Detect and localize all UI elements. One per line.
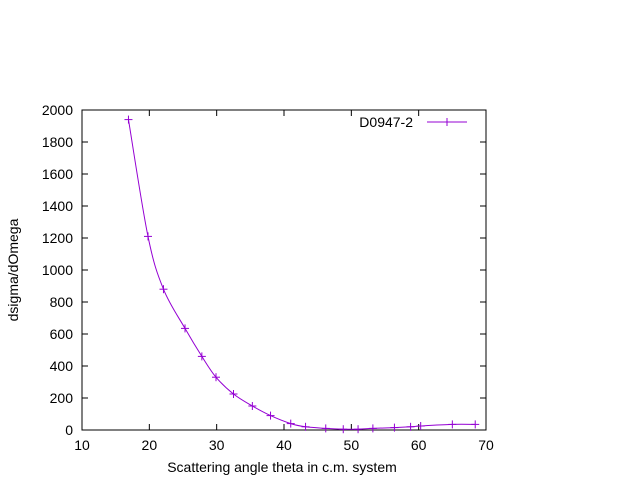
x-tick-label: 20 bbox=[142, 437, 158, 453]
data-point bbox=[339, 425, 348, 434]
x-axis-title: Scattering angle theta in c.m. system bbox=[167, 459, 397, 475]
data-point bbox=[448, 420, 457, 429]
y-tick-label: 1800 bbox=[42, 134, 73, 150]
data-point bbox=[181, 324, 190, 333]
data-point bbox=[229, 390, 238, 398]
data-point bbox=[321, 424, 330, 433]
x-tick-label: 30 bbox=[209, 437, 225, 453]
data-point bbox=[471, 420, 480, 429]
data-point bbox=[286, 419, 295, 428]
y-tick-label: 0 bbox=[65, 422, 73, 438]
y-axis-title: dsigma/dOmega bbox=[5, 218, 21, 321]
y-tick-label: 600 bbox=[50, 326, 74, 342]
x-tick-label: 10 bbox=[74, 437, 90, 453]
data-point bbox=[211, 373, 220, 382]
series-line bbox=[127, 119, 476, 430]
data-point bbox=[416, 422, 425, 430]
series-layer bbox=[124, 115, 480, 434]
data-point bbox=[301, 422, 310, 431]
legend-marker bbox=[443, 118, 451, 126]
x-tick-label: 40 bbox=[276, 437, 292, 453]
x-tick-label: 50 bbox=[344, 437, 360, 453]
y-tick-label: 1200 bbox=[42, 230, 73, 246]
y-tick-label: 1000 bbox=[42, 262, 73, 278]
x-axis-ticks: 10 20 30 40 50 60 70 bbox=[74, 110, 494, 453]
plot-border bbox=[81, 109, 487, 431]
data-point bbox=[390, 423, 399, 432]
data-point bbox=[197, 352, 206, 361]
data-point bbox=[124, 115, 133, 124]
data-point bbox=[248, 402, 257, 410]
legend-label: D0947-2 bbox=[359, 114, 413, 130]
data-point bbox=[159, 285, 168, 294]
y-tick-label: 1600 bbox=[42, 166, 73, 182]
x-tick-label: 70 bbox=[478, 437, 494, 453]
y-axis-ticks: 0 200 400 600 800 1000 1200 1400 1600 1800 2000 bbox=[42, 102, 486, 438]
data-point bbox=[143, 232, 152, 241]
y-tick-label: 1400 bbox=[42, 198, 73, 214]
y-tick-label: 2000 bbox=[42, 102, 73, 118]
y-tick-label: 400 bbox=[50, 358, 74, 374]
data-point bbox=[354, 425, 363, 434]
data-point bbox=[406, 422, 415, 431]
data-point bbox=[266, 411, 275, 420]
y-tick-label: 800 bbox=[50, 294, 74, 310]
data-point bbox=[368, 424, 377, 433]
plot-frame bbox=[81, 109, 487, 431]
y-tick-label: 200 bbox=[50, 390, 74, 406]
x-tick-label: 60 bbox=[411, 437, 427, 453]
legend: D0947-2 bbox=[359, 114, 467, 130]
